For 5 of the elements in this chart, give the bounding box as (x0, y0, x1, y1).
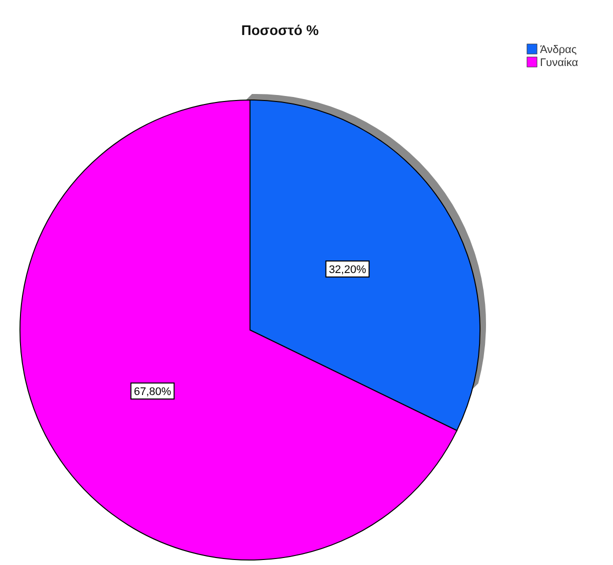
chart-title: Ποσοστό % (241, 22, 320, 38)
data-label: 67,80% (134, 386, 172, 398)
legend-label: Άνδρας (540, 44, 577, 56)
data-label: 32,20% (328, 264, 366, 276)
legend-label: Γυναίκα (540, 57, 579, 69)
